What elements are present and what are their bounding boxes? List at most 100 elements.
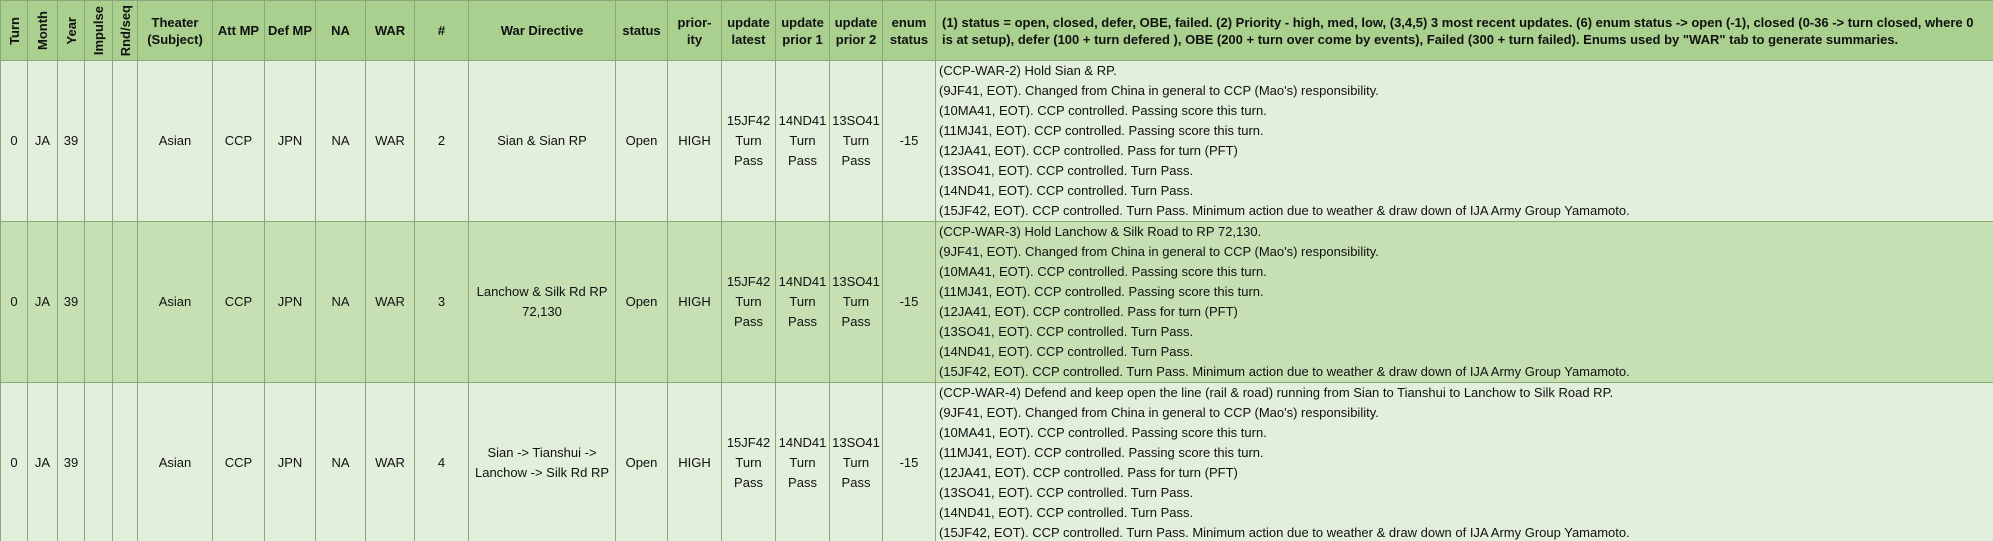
header-text: Year (63, 16, 79, 45)
note-line: (15JF42, EOT). CCP controlled. Turn Pass… (939, 364, 1630, 379)
header-row: Turn Month Year Impulse Rnd/seq Theater (Subje… (0, 0, 1993, 61)
header-cell: enum status (882, 0, 936, 61)
cell-update-prior-1: 14ND41 Turn Pass (775, 382, 830, 541)
note-line: (CCP-WAR-4) Defend and keep open the lin… (939, 385, 1614, 400)
cell-num: 4 (414, 382, 469, 541)
header-text: Turn (6, 16, 22, 45)
note-line: (12JA41, EOT). CCP controlled. Pass for … (939, 465, 1238, 480)
header-text: update (834, 14, 878, 30)
cell-priority: HIGH (667, 221, 722, 383)
cell-enum-status: -15 (882, 221, 936, 383)
header-cell: update prior 1 (775, 0, 830, 61)
cell-update-latest: 15JF42 Turn Pass (721, 60, 776, 222)
header-text: War Directive (500, 23, 584, 38)
header-cell: Def MP (264, 0, 316, 61)
cell-status: Open (615, 221, 668, 383)
cell-update-prior-2: 13SO41 Turn Pass (829, 382, 883, 541)
cell-update-prior-2: 13SO41 Turn Pass (829, 60, 883, 222)
cell-year: 39 (57, 221, 85, 383)
note-line: (12JA41, EOT). CCP controlled. Pass for … (939, 304, 1238, 319)
note-line: (10MA41, EOT). CCP controlled. Passing s… (939, 425, 1267, 440)
cell-month: JA (27, 60, 58, 222)
data-row: 0 JA 39 Asian CCP JPN NA WAR 4 Sian -> Tianshui -… (0, 382, 1993, 541)
header-text: ity (686, 31, 703, 47)
header-text: Impulse (91, 5, 106, 56)
header-text: update (781, 14, 824, 30)
note-line: (14ND41, EOT). CCP controlled. Turn Pass… (939, 183, 1194, 198)
note-line: (15JF42, EOT). CCP controlled. Turn Pass… (939, 203, 1630, 218)
header-cell: prior-ity (667, 0, 722, 61)
empty-cell (84, 221, 113, 383)
note-line: (CCP-WAR-3) Hold Lanchow & Silk Road to … (939, 224, 1262, 239)
cell-theater: Asian (137, 60, 213, 222)
header-text: Theater (151, 14, 199, 30)
cell-na: NA (315, 382, 366, 541)
header-cell: update latest (721, 0, 776, 61)
header-text: (Subject) (147, 31, 203, 47)
cell-status: Open (615, 60, 668, 222)
note-line: (13SO41, EOT). CCP controlled. Turn Pass… (939, 485, 1194, 500)
note-line: (15JF42, EOT). CCP controlled. Turn Pass… (939, 525, 1630, 540)
data-row: 0 JA 39 Asian CCP JPN NA WAR 3 Lanchow & Silk Rd … (0, 221, 1993, 383)
note-line: (13SO41, EOT). CCP controlled. Turn Pass… (939, 324, 1194, 339)
header-text: (1) status = open, closed, defer, OBE, f… (942, 14, 1974, 30)
note-line: (14ND41, EOT). CCP controlled. Turn Pass… (939, 344, 1194, 359)
cell-year: 39 (57, 382, 85, 541)
cell-enum-status: -15 (882, 382, 936, 541)
header-cell: WAR (365, 0, 415, 61)
cell-month: JA (27, 221, 58, 383)
header-cell: NA (315, 0, 366, 61)
empty-cell (84, 60, 113, 222)
note-line: (11MJ41, EOT). CCP controlled. Passing s… (939, 284, 1264, 299)
cell-update-latest: 15JF42 Turn Pass (721, 221, 776, 383)
empty-cell (112, 221, 138, 383)
data-row: 0 JA 39 Asian CCP JPN NA WAR 2 Sian & Sian RP Open… (0, 60, 1993, 222)
note-line: (10MA41, EOT). CCP controlled. Passing s… (939, 264, 1267, 279)
header-text: latest (731, 31, 766, 47)
cell-war: WAR (365, 60, 415, 222)
cell-turn: 0 (0, 382, 28, 541)
note-line: (9JF41, EOT). Changed from China in gene… (939, 405, 1379, 420)
note-line: (12JA41, EOT). CCP controlled. Pass for … (939, 143, 1238, 158)
header-text: Rnd/seq (117, 4, 133, 57)
cell-priority: HIGH (667, 382, 722, 541)
header-cell: Theater (Subject) (137, 0, 213, 61)
note-line: (CCP-WAR-2) Hold Sian & RP. (939, 63, 1117, 78)
header-text: # (437, 23, 446, 38)
notes-cell: (CCP-WAR-2) Hold Sian & RP. (9JF41, EOT).… (935, 60, 1993, 222)
notes-cell: (CCP-WAR-3) Hold Lanchow & Silk Road to … (935, 221, 1993, 383)
header-text: NA (331, 23, 350, 38)
cell-turn: 0 (0, 221, 28, 383)
cell-year: 39 (57, 60, 85, 222)
cell-update-prior-1: 14ND41 Turn Pass (775, 221, 830, 383)
header-text: prior- (677, 14, 712, 30)
cell-num: 2 (414, 60, 469, 222)
note-line: (13SO41, EOT). CCP controlled. Turn Pass… (939, 163, 1194, 178)
cell-def-mp: JPN (264, 382, 316, 541)
cell-theater: Asian (137, 382, 213, 541)
cell-update-latest: 15JF42 Turn Pass (721, 382, 776, 541)
header-text: prior 1 (782, 31, 823, 47)
cell-directive: Sian & Sian RP (468, 60, 616, 222)
note-line: (10MA41, EOT). CCP controlled. Passing s… (939, 103, 1267, 118)
header-cell: Att MP (212, 0, 265, 61)
header-cell: Month (27, 0, 58, 61)
note-line: (14ND41, EOT). CCP controlled. Turn Pass… (939, 505, 1194, 520)
cell-directive: Lanchow & Silk Rd RP 72,130 (468, 221, 616, 383)
empty-cell (112, 60, 138, 222)
empty-cell (84, 382, 113, 541)
cell-na: NA (315, 221, 366, 383)
header-cell: Year (57, 0, 85, 61)
header-cell: War Directive (468, 0, 616, 61)
header-text: Def MP (267, 23, 313, 38)
cell-priority: HIGH (667, 60, 722, 222)
header-text: Month (35, 11, 50, 50)
cell-war: WAR (365, 221, 415, 383)
cell-directive: Sian -> Tianshui -> Lanchow -> Silk Rd R… (468, 382, 616, 541)
cell-month: JA (27, 382, 58, 541)
note-line: (11MJ41, EOT). CCP controlled. Passing s… (939, 445, 1264, 460)
header-text: Att MP (217, 23, 260, 38)
